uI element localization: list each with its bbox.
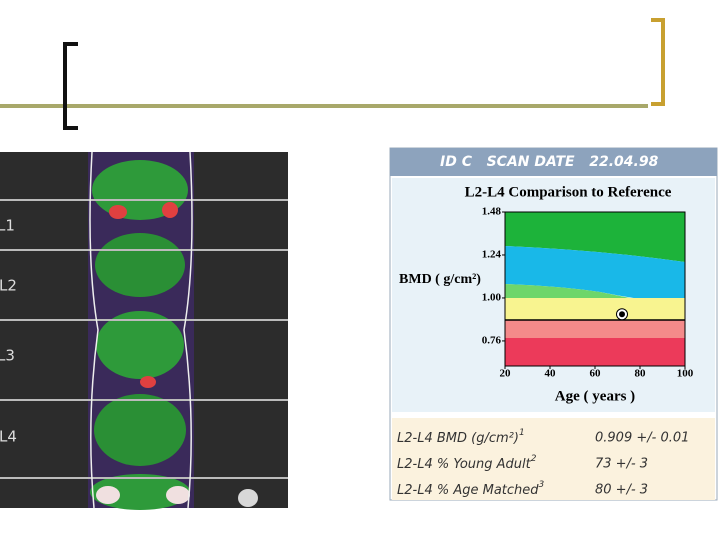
row-label-text: L2-L4 BMD (g/cm²) (397, 431, 519, 446)
x-tick-label: 20 (500, 368, 512, 380)
report-header-bar (390, 148, 717, 176)
bracket-right (651, 18, 665, 106)
vertebra-label: L3 (0, 347, 15, 365)
x-axis-label: Age ( years ) (555, 388, 635, 404)
y-axis-label: BMD ( g/cm²) (399, 272, 481, 287)
bracket-left (63, 42, 78, 130)
row-note: 1 (519, 428, 525, 438)
x-tick-label: 60 (590, 368, 602, 380)
results: L2-L4 BMD (g/cm²)1 0.909 +/- 0.01 L2-L4 % … (397, 428, 689, 498)
row-label: L2-L4 % Young Adult2 (397, 454, 537, 472)
reference-bands (504, 211, 686, 367)
y-tick-label: 1.24 (482, 249, 502, 261)
row-value: 0.909 +/- 0.01 (595, 431, 689, 446)
x-tick-label: 40 (545, 368, 557, 380)
row-label-text: L2-L4 % Age Matched (397, 483, 539, 498)
x-tick-label: 100 (677, 368, 694, 380)
vertebra-label: L2 (0, 277, 17, 295)
results-box (392, 418, 715, 500)
row-label-text: L2-L4 % Young Adult (397, 457, 532, 472)
y-tick-label: 1.48 (482, 206, 502, 218)
row-note: 3 (539, 480, 545, 490)
y-tick-label: 0.76 (482, 334, 502, 346)
y-tick-label: 1.00 (482, 291, 502, 303)
row-note: 2 (531, 454, 537, 464)
row-label: L2-L4 BMD (g/cm²)1 (397, 428, 525, 446)
report-header: ID C SCAN DATE 22.04.98 (440, 154, 659, 170)
row-value: 80 +/- 3 (595, 483, 648, 498)
row-label: L2-L4 % Age Matched3 (397, 480, 545, 498)
vertebra-label: L1 (0, 217, 15, 235)
x-tick-label: 80 (635, 368, 647, 380)
scan-image (0, 151, 288, 510)
row-value: 73 +/- 3 (595, 457, 648, 472)
chart-title: L2-L4 Comparison to Reference (465, 184, 672, 200)
data-point-center (619, 311, 625, 318)
vertebra-label: L4 (0, 428, 17, 446)
